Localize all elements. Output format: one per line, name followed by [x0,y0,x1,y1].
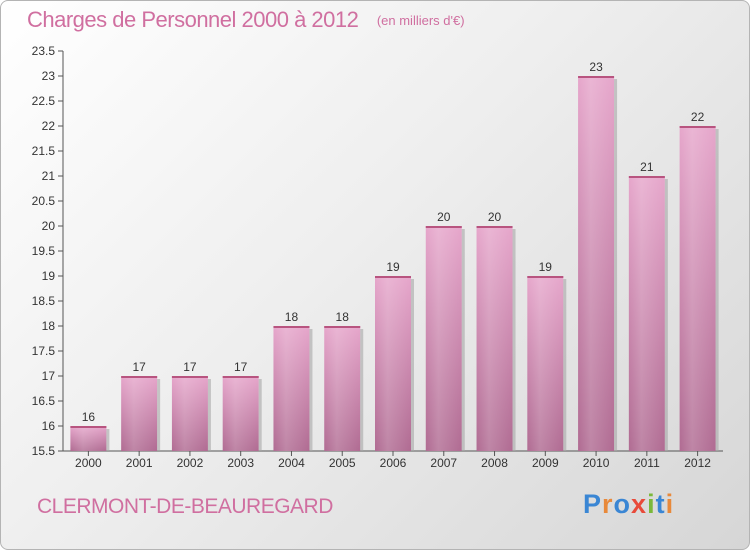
data-label: 20 [488,210,502,224]
bar-shadow [309,329,313,451]
bar-highlight [222,376,259,451]
y-tick-label: 18 [42,319,56,333]
bar-shadow [106,429,110,451]
bar-highlight [324,326,361,451]
bar-top-edge [324,326,361,328]
bar-shadow [157,379,161,451]
x-tick-label: 2000 [75,456,102,470]
y-tick-label: 21 [42,169,56,183]
x-tick-label: 2004 [278,456,305,470]
x-tick-label: 2005 [329,456,356,470]
y-tick-label: 21.5 [32,144,56,158]
bar-highlight [375,276,411,451]
bar-top-edge [679,126,716,128]
chart-axes: 15.5 16 16.5 17 17.5 18 18.5 19 19.5 20 20.5 21 21.5… [32,44,723,458]
bar-shadow [258,379,262,451]
bar-top-edge [425,226,462,228]
bar-shadow [614,79,618,451]
y-tick-label: 17.5 [32,344,56,358]
y-tick-label: 16 [42,419,56,433]
data-label: 17 [183,360,197,374]
bar-shadow [461,229,465,451]
x-tick-label: 2006 [380,456,407,470]
y-tick-label: 22 [42,119,56,133]
y-tick-label: 18.5 [32,294,56,308]
bar-top-edge [222,376,259,378]
bar-top-edge [628,176,665,178]
data-label: 18 [336,310,350,324]
y-tick-label: 20.5 [32,194,56,208]
x-tick-label: 2007 [430,456,457,470]
x-tick-label: 2001 [126,456,153,470]
x-tick-label: 2002 [177,456,204,470]
bar-highlight [70,426,107,451]
bar-top-edge [578,76,615,78]
bar-top-edge [375,276,411,278]
proxiti-logo: Proxiti [583,489,674,520]
bar-shadow [664,179,668,451]
x-tick-label: 2009 [532,456,559,470]
y-tick-label: 20 [42,219,56,233]
city-name: CLERMONT-DE-BEAUREGARD [37,495,333,518]
logo-letter: P [583,489,603,519]
bar-top-edge [476,226,513,228]
bar-highlight [679,126,716,451]
data-label: 19 [386,260,400,274]
data-label: 19 [539,260,553,274]
data-label: 23 [589,60,603,74]
bar-highlight [527,276,564,451]
bar-shadow [411,279,414,451]
bar-shadow [360,329,364,451]
logo-letter: i [665,489,675,519]
bar-shadow [563,279,567,451]
chart-labels: 2000 16 2001 17 2002 17 2003 17 2004 18 2005 18 2006… [75,60,711,470]
x-tick-label: 2008 [481,456,508,470]
bar-shadow [512,229,516,451]
bar-top-edge [70,426,107,428]
y-tick-label: 19 [42,269,56,283]
data-label: 16 [82,410,96,424]
chart-subtitle: (en milliers d'€) [376,13,465,28]
bar-highlight [476,226,513,451]
bar-top-edge [121,376,158,378]
bar-highlight [121,376,158,451]
chart-title-block: Charges de Personnel 2000 à 2012 (en mil… [27,7,465,33]
bar-top-edge [273,326,310,328]
logo-letter: o [613,489,632,519]
data-label: 22 [691,110,705,124]
chart-bars [70,76,719,451]
data-label: 20 [437,210,451,224]
data-label: 17 [234,360,248,374]
x-tick-label: 2003 [227,456,254,470]
logo-letter: i [647,489,656,519]
bar-highlight [578,76,615,451]
chart-title: Charges de Personnel 2000 à 2012 [27,7,359,32]
bar-highlight [273,326,310,451]
data-label: 18 [285,310,299,324]
y-tick-label: 17 [42,369,56,383]
bar-highlight [171,376,208,451]
x-tick-label: 2011 [634,456,660,470]
y-tick-label: 23 [42,69,56,83]
logo-letter: r [602,489,614,519]
x-tick-label: 2010 [583,456,610,470]
data-label: 21 [640,160,654,174]
x-tick-label: 2012 [684,456,711,470]
logo-letter: t [655,489,666,519]
bar-highlight [425,226,462,451]
bar-highlight [628,176,665,451]
bar-shadow [207,379,211,451]
logo-letter: x [631,489,648,519]
data-label: 17 [132,360,146,374]
y-tick-label: 23.5 [32,44,56,58]
y-tick-label: 16.5 [32,394,56,408]
bar-top-edge [171,376,208,378]
y-tick-label: 15.5 [32,444,56,458]
bar-top-edge [527,276,564,278]
y-tick-label: 22.5 [32,94,56,108]
bar-shadow [715,129,719,451]
y-tick-label: 19.5 [32,244,56,258]
